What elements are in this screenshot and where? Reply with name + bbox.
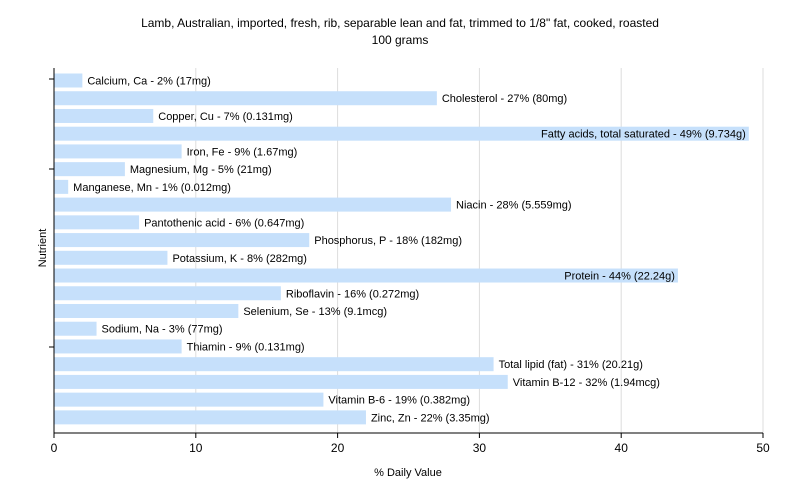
data-label: Pantothenic acid - 6% (0.647mg) bbox=[144, 217, 304, 229]
bar bbox=[54, 91, 437, 106]
data-label: Sodium, Na - 3% (77mg) bbox=[102, 324, 223, 336]
bar bbox=[54, 392, 324, 407]
bar bbox=[54, 215, 140, 230]
bar bbox=[54, 410, 366, 425]
data-label: Riboflavin - 16% (0.272mg) bbox=[286, 288, 419, 300]
bar bbox=[54, 357, 494, 372]
bar bbox=[54, 197, 452, 212]
bar bbox=[54, 250, 168, 265]
bar bbox=[54, 268, 678, 283]
x-tick-label: 40 bbox=[615, 441, 629, 455]
x-tick-label: 30 bbox=[473, 441, 487, 455]
bar bbox=[54, 321, 97, 336]
x-tick-label: 50 bbox=[756, 441, 770, 455]
data-label: Vitamin B-12 - 32% (1.94mcg) bbox=[513, 377, 660, 389]
data-label: Cholesterol - 27% (80mg) bbox=[442, 93, 567, 105]
axes: 0 10 20 30 40 50 bbox=[49, 68, 770, 455]
bar bbox=[54, 162, 125, 177]
data-label: Calcium, Ca - 2% (17mg) bbox=[87, 76, 210, 88]
x-axis-title: % Daily Value bbox=[374, 467, 442, 479]
chart-title: Lamb, Australian, imported, fresh, rib, … bbox=[141, 16, 659, 30]
bars: Calcium, Ca - 2% (17mg) Cholesterol - 27%… bbox=[54, 73, 749, 425]
data-label: Copper, Cu - 7% (0.131mg) bbox=[158, 111, 293, 123]
data-label: Thiamin - 9% (0.131mg) bbox=[187, 341, 305, 353]
bar bbox=[54, 374, 508, 389]
chart-subtitle: 100 grams bbox=[371, 33, 429, 47]
data-label: Potassium, K - 8% (282mg) bbox=[172, 253, 307, 265]
bar bbox=[54, 126, 749, 141]
x-tick-label: 10 bbox=[189, 441, 203, 455]
data-label: Phosphorus, P - 18% (182mg) bbox=[314, 235, 462, 247]
bar bbox=[54, 73, 83, 88]
x-tick-label: 0 bbox=[51, 441, 58, 455]
data-label: Magnesium, Mg - 5% (21mg) bbox=[130, 164, 272, 176]
y-axis-title: Nutrient bbox=[37, 229, 49, 268]
data-label: Fatty acids, total saturated - 49% (9.73… bbox=[541, 129, 746, 141]
bar bbox=[54, 303, 239, 318]
data-label: Total lipid (fat) - 31% (20.21g) bbox=[499, 359, 643, 371]
x-tick-label: 20 bbox=[331, 441, 345, 455]
data-label: Vitamin B-6 - 19% (0.382mg) bbox=[328, 395, 470, 407]
bar bbox=[54, 233, 310, 248]
data-label: Niacin - 28% (5.559mg) bbox=[456, 200, 572, 212]
data-label: Selenium, Se - 13% (9.1mcg) bbox=[243, 306, 387, 318]
data-label: Protein - 44% (22.24g) bbox=[564, 271, 675, 283]
bar bbox=[54, 179, 69, 194]
bar bbox=[54, 144, 182, 159]
bar bbox=[54, 339, 182, 354]
data-label: Iron, Fe - 9% (1.67mg) bbox=[187, 146, 298, 158]
bar bbox=[54, 286, 281, 301]
data-label: Manganese, Mn - 1% (0.012mg) bbox=[73, 182, 231, 194]
bar bbox=[54, 108, 154, 123]
data-label: Zinc, Zn - 22% (3.35mg) bbox=[371, 412, 490, 424]
